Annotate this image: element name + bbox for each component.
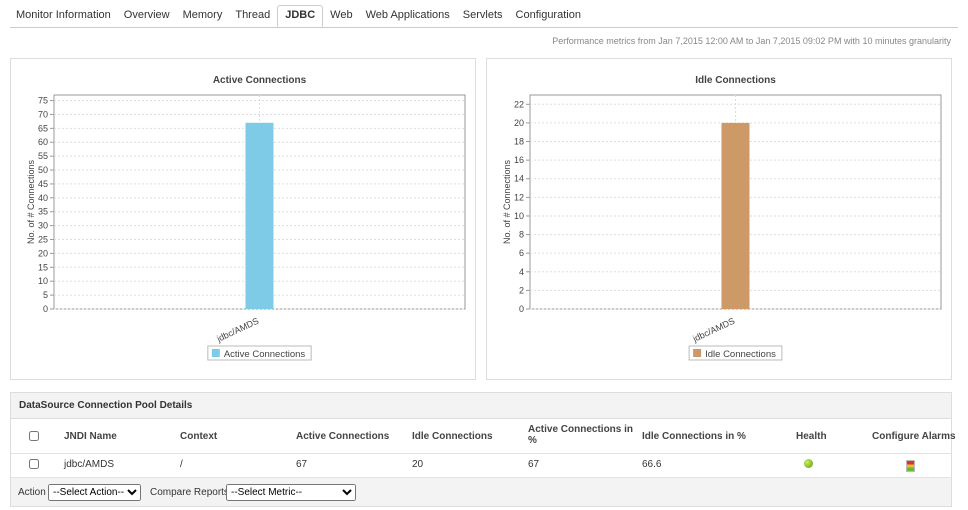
y-tick-label: 65	[38, 123, 48, 133]
y-tick-label: 75	[38, 96, 48, 106]
health-icon	[804, 459, 813, 468]
y-tick-label: 10	[38, 276, 48, 286]
y-tick-label: 50	[38, 165, 48, 175]
y-tick-label: 30	[38, 221, 48, 231]
table-cell: 67	[296, 459, 308, 470]
legend-label: Idle Connections	[705, 349, 776, 360]
y-tick-label: 20	[514, 118, 524, 128]
y-tick-label: 20	[38, 248, 48, 258]
table-footer: Action --Select Action-- Compare Reports…	[11, 477, 951, 506]
legend-label: Active Connections	[224, 349, 306, 360]
alarm-icon[interactable]	[906, 460, 915, 472]
bar	[721, 122, 750, 309]
legend-box	[207, 345, 312, 361]
legend: Active Connections	[207, 345, 312, 361]
table-cell: 66.6	[642, 459, 662, 470]
y-axis-label: No. of # Connections	[26, 159, 36, 244]
y-tick-label: 12	[514, 192, 524, 202]
x-tick-label: jdbc/AMDS	[214, 316, 260, 345]
y-axis-label: No. of # Connections	[502, 159, 512, 244]
action-select[interactable]: --Select Action--	[48, 484, 141, 501]
period-note: Performance metrics from Jan 7,2015 12:0…	[552, 36, 951, 46]
y-tick-label: 10	[514, 211, 524, 221]
tab[interactable]: Thread	[235, 9, 271, 21]
table-cell: /	[180, 459, 183, 470]
y-tick-label: 4	[519, 267, 524, 277]
tab[interactable]: Overview	[123, 9, 170, 21]
chart: Active Connections 0 5 10 15 20 25 30 35 40 45 50 55…	[26, 75, 466, 361]
column-header: Idle Connections	[412, 431, 493, 442]
y-tick-label: 55	[38, 151, 48, 161]
tab[interactable]: Memory	[182, 9, 223, 21]
y-tick-label: 60	[38, 137, 48, 147]
y-tick-label: 40	[38, 193, 48, 203]
y-tick-label: 22	[514, 99, 524, 109]
table-panel: DataSource Connection Pool Details Actio…	[10, 392, 956, 507]
chart-panel: Idle Connections 0 2 4 6 8 10 12 14 16 18 20 22 No. o…	[486, 58, 952, 380]
y-tick-label: 25	[38, 235, 48, 245]
checkbox[interactable]	[29, 459, 39, 469]
table-title: DataSource Connection Pool Details	[11, 393, 951, 419]
column-header: Configure Alarms	[872, 431, 956, 442]
chart-title: Active Connections	[213, 75, 307, 86]
y-tick-label: 8	[519, 230, 524, 240]
legend-swatch	[211, 349, 220, 357]
y-tick-label: 0	[43, 304, 48, 314]
checkbox[interactable]	[29, 431, 39, 441]
tab[interactable]: Servlets	[462, 9, 503, 21]
y-tick-label: 0	[519, 304, 524, 314]
y-tick-label: 6	[519, 248, 524, 258]
y-tick-label: 2	[519, 285, 524, 295]
table-cell: jdbc/AMDS	[64, 459, 115, 470]
y-tick-label: 5	[43, 290, 48, 300]
compare-select[interactable]: --Select Metric--	[226, 484, 356, 501]
legend-box	[688, 345, 783, 361]
y-tick-label: 14	[514, 174, 524, 184]
bar	[245, 122, 274, 309]
column-header: Active Connections in %	[528, 424, 634, 446]
chart: Idle Connections 0 2 4 6 8 10 12 14 16 18 20 22 No. o…	[502, 75, 942, 361]
column-header: Idle Connections in %	[642, 431, 746, 442]
chart-title: Idle Connections	[695, 75, 776, 86]
y-tick-label: 70	[38, 109, 48, 119]
tab[interactable]: Configuration	[515, 9, 581, 21]
y-tick-label: 15	[38, 262, 48, 272]
row-line	[11, 453, 951, 454]
column-header: Active Connections	[296, 431, 390, 442]
legend-swatch	[693, 349, 702, 357]
y-tick-label: 18	[514, 137, 524, 147]
tab[interactable]: Web	[330, 9, 353, 21]
tab[interactable]: Web Applications	[365, 9, 450, 21]
table-cell: 20	[412, 459, 424, 470]
action-label: Action	[18, 487, 46, 498]
tab[interactable]: Monitor Information	[16, 9, 111, 21]
y-tick-label: 45	[38, 179, 48, 189]
legend: Idle Connections	[688, 345, 783, 361]
column-header: JNDI Name	[64, 431, 117, 442]
column-header: Health	[796, 431, 827, 442]
y-tick-label: 16	[514, 155, 524, 165]
compare-label: Compare Reports	[150, 487, 229, 498]
x-tick-label: jdbc/AMDS	[690, 316, 736, 345]
tab[interactable]: JDBC	[277, 5, 324, 27]
y-tick-label: 35	[38, 207, 48, 217]
chart-panel: Active Connections 0 5 10 15 20 25 30 35 40 45 50 55…	[10, 58, 476, 380]
table-cell: 67	[528, 459, 540, 470]
tab-bar: Monitor Information Overview Memory Thread J…	[10, 5, 958, 28]
column-header: Context	[180, 431, 218, 442]
